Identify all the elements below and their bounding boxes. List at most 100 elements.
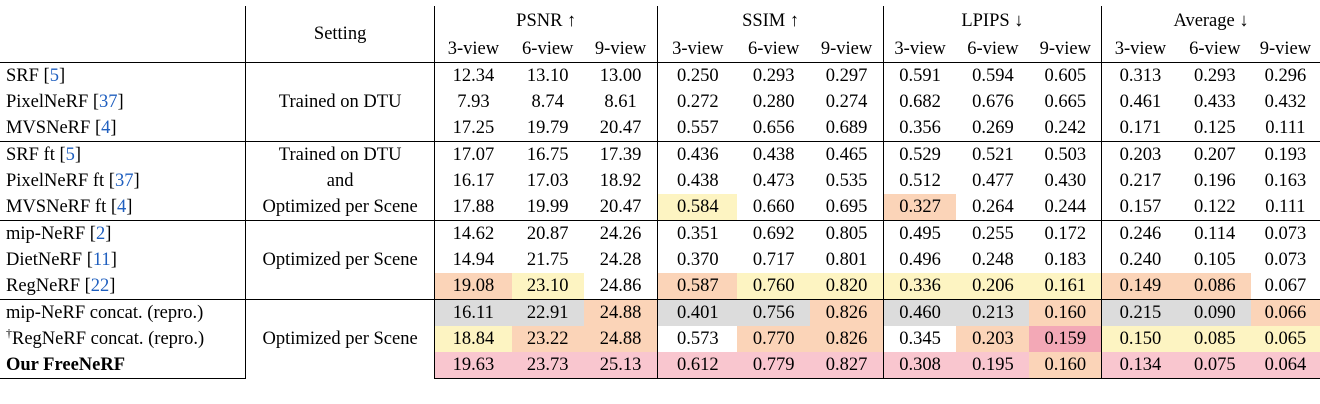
value-cell: 0.717: [752, 250, 795, 270]
header-view: 3-view: [882, 36, 957, 63]
value-cell-highlight: 0.066: [1250, 299, 1320, 326]
value-cell: 0.111: [1265, 197, 1306, 217]
value-cell: 0.473: [752, 171, 795, 191]
value-cell: 17.07: [434, 141, 512, 168]
setting-cell: Optimized per Scene: [245, 220, 435, 300]
table-row: SRF ft [5] Trained on DTU and Optimized pe…: [0, 141, 1320, 221]
value-cell: 0.196: [1193, 171, 1236, 191]
value-cell: 0.356: [882, 115, 957, 142]
header-row-views: 3-view 6-view 9-view 3-view 6-view 9-vie…: [0, 36, 1320, 63]
value-cell: 0.240: [1101, 247, 1179, 273]
value-cell: 0.512: [882, 168, 957, 194]
value-cell: 0.529: [882, 141, 957, 168]
value-cell: 0.157: [1101, 194, 1179, 221]
value-cell: 0.665: [1044, 92, 1087, 112]
value-cell: 0.573: [657, 326, 738, 352]
setting-cell: Trained on DTU: [245, 62, 435, 142]
value-cell: 0.496: [882, 247, 957, 273]
value-cell-highlight: 23.10: [511, 273, 584, 300]
value-cell-highlight: 0.085: [1178, 326, 1251, 352]
table-row: mip-NeRF concat. (repro.) Optimized per …: [0, 299, 1320, 379]
value-cell-highlight: 0.401: [657, 299, 738, 326]
value-cell: 0.535: [825, 171, 868, 191]
value-cell-highlight: 0.460: [882, 299, 957, 326]
value-cell: 0.171: [1101, 115, 1179, 142]
table-row: SRF [5] Trained on DTU 12.34 13.10 13.00…: [0, 62, 1320, 142]
value-cell: 0.073: [1264, 250, 1307, 270]
value-cell: 0.656: [752, 118, 795, 138]
results-table-container: Setting PSNR ↑ SSIM ↑ LPIPS ↓ Average ↓ …: [0, 6, 1320, 379]
value-cell-highlight: 0.160: [1029, 352, 1102, 379]
value-cell-highlight: 16.11: [434, 299, 512, 326]
value-cell: 16.17: [434, 168, 512, 194]
value-cell: 0.248: [972, 250, 1014, 270]
value-cell: 17.88: [434, 194, 512, 221]
value-cell: 0.193: [1250, 141, 1320, 168]
value-cell: 14.62: [434, 220, 512, 247]
value-cell: 0.207: [1178, 141, 1251, 168]
value-cell: 0.105: [1193, 250, 1236, 270]
value-cell: 0.689: [825, 118, 868, 138]
value-cell-highlight: 0.206: [956, 273, 1030, 300]
header-view: 3-view: [657, 36, 738, 63]
value-cell: 12.34: [434, 62, 512, 89]
value-cell-highlight: 0.065: [1250, 326, 1320, 352]
method-name: RegNeRF [22]: [6, 276, 116, 296]
table-row: mip-NeRF [2] Optimized per Scene 14.62 2…: [0, 220, 1320, 300]
table-row: †RegNeRF concat. (repro.) 18.84 23.22 24…: [0, 326, 1320, 352]
value-cell: 0.438: [657, 168, 738, 194]
value-cell: 0.805: [810, 220, 884, 247]
value-cell-highlight: 0.827: [810, 352, 884, 379]
value-cell: 21.75: [526, 250, 569, 270]
value-cell-highlight: 0.213: [956, 299, 1030, 326]
value-cell: 8.61: [604, 92, 637, 112]
value-cell-highlight: 25.13: [583, 352, 658, 379]
value-cell-highlight: 19.63: [434, 352, 512, 379]
value-cell-highlight: 24.88: [583, 326, 658, 352]
value-cell: 0.692: [737, 220, 811, 247]
value-cell: 0.203: [1101, 141, 1179, 168]
value-cell: 0.183: [1044, 250, 1087, 270]
value-cell-highlight: 0.826: [810, 299, 884, 326]
value-cell: 17.03: [526, 171, 569, 191]
value-cell: 0.345: [882, 326, 957, 352]
method-name: DietNeRF [11]: [6, 250, 117, 270]
value-cell: 0.605: [1029, 62, 1102, 89]
value-cell: 0.255: [956, 220, 1030, 247]
value-cell: 0.293: [737, 62, 811, 89]
value-cell: 0.594: [956, 62, 1030, 89]
value-cell: 16.75: [511, 141, 584, 168]
value-cell: 0.244: [1044, 197, 1087, 217]
value-cell: 17.25: [434, 115, 512, 142]
value-cell: 0.242: [1044, 118, 1087, 138]
value-cell: 0.073: [1250, 220, 1320, 247]
value-cell-highlight: 0.760: [737, 273, 811, 300]
value-cell-highlight: 0.159: [1029, 326, 1102, 352]
header-ssim: SSIM ↑: [657, 6, 884, 36]
value-cell: 0.591: [882, 62, 957, 89]
header-row-metrics: Setting PSNR ↑ SSIM ↑ LPIPS ↓ Average ↓: [0, 6, 1320, 63]
value-cell: 0.111: [1265, 118, 1306, 138]
value-cell: 0.461: [1101, 89, 1179, 115]
value-cell-highlight: 0.075: [1178, 352, 1251, 379]
value-cell-highlight: 0.826: [810, 326, 884, 352]
value-cell-highlight: 19.08: [434, 273, 512, 300]
value-cell: 0.521: [956, 141, 1030, 168]
method-name: SRF ft [5]: [0, 141, 246, 168]
value-cell: 0.351: [657, 220, 738, 247]
value-cell: 0.272: [657, 89, 738, 115]
table-row: MVSNeRF [4] 17.25 19.79 20.47 0.557 0.65…: [0, 115, 1320, 142]
value-cell-highlight: 0.612: [657, 352, 738, 379]
value-cell: 24.28: [599, 250, 642, 270]
table-row: PixelNeRF ft [37] 16.17 17.03 18.92 0.43…: [0, 168, 1320, 194]
header-view: 3-view: [1101, 36, 1179, 63]
value-cell: 19.99: [526, 197, 569, 217]
value-cell: 13.00: [583, 62, 658, 89]
setting-cell: Trained on DTU and Optimized per Scene: [245, 141, 435, 221]
header-view: 9-view: [810, 36, 884, 63]
header-view: 6-view: [511, 36, 584, 63]
value-cell: 0.246: [1101, 220, 1179, 247]
value-cell: 0.436: [657, 141, 738, 168]
value-cell: 0.067: [1264, 276, 1307, 296]
value-cell: 0.682: [882, 89, 957, 115]
